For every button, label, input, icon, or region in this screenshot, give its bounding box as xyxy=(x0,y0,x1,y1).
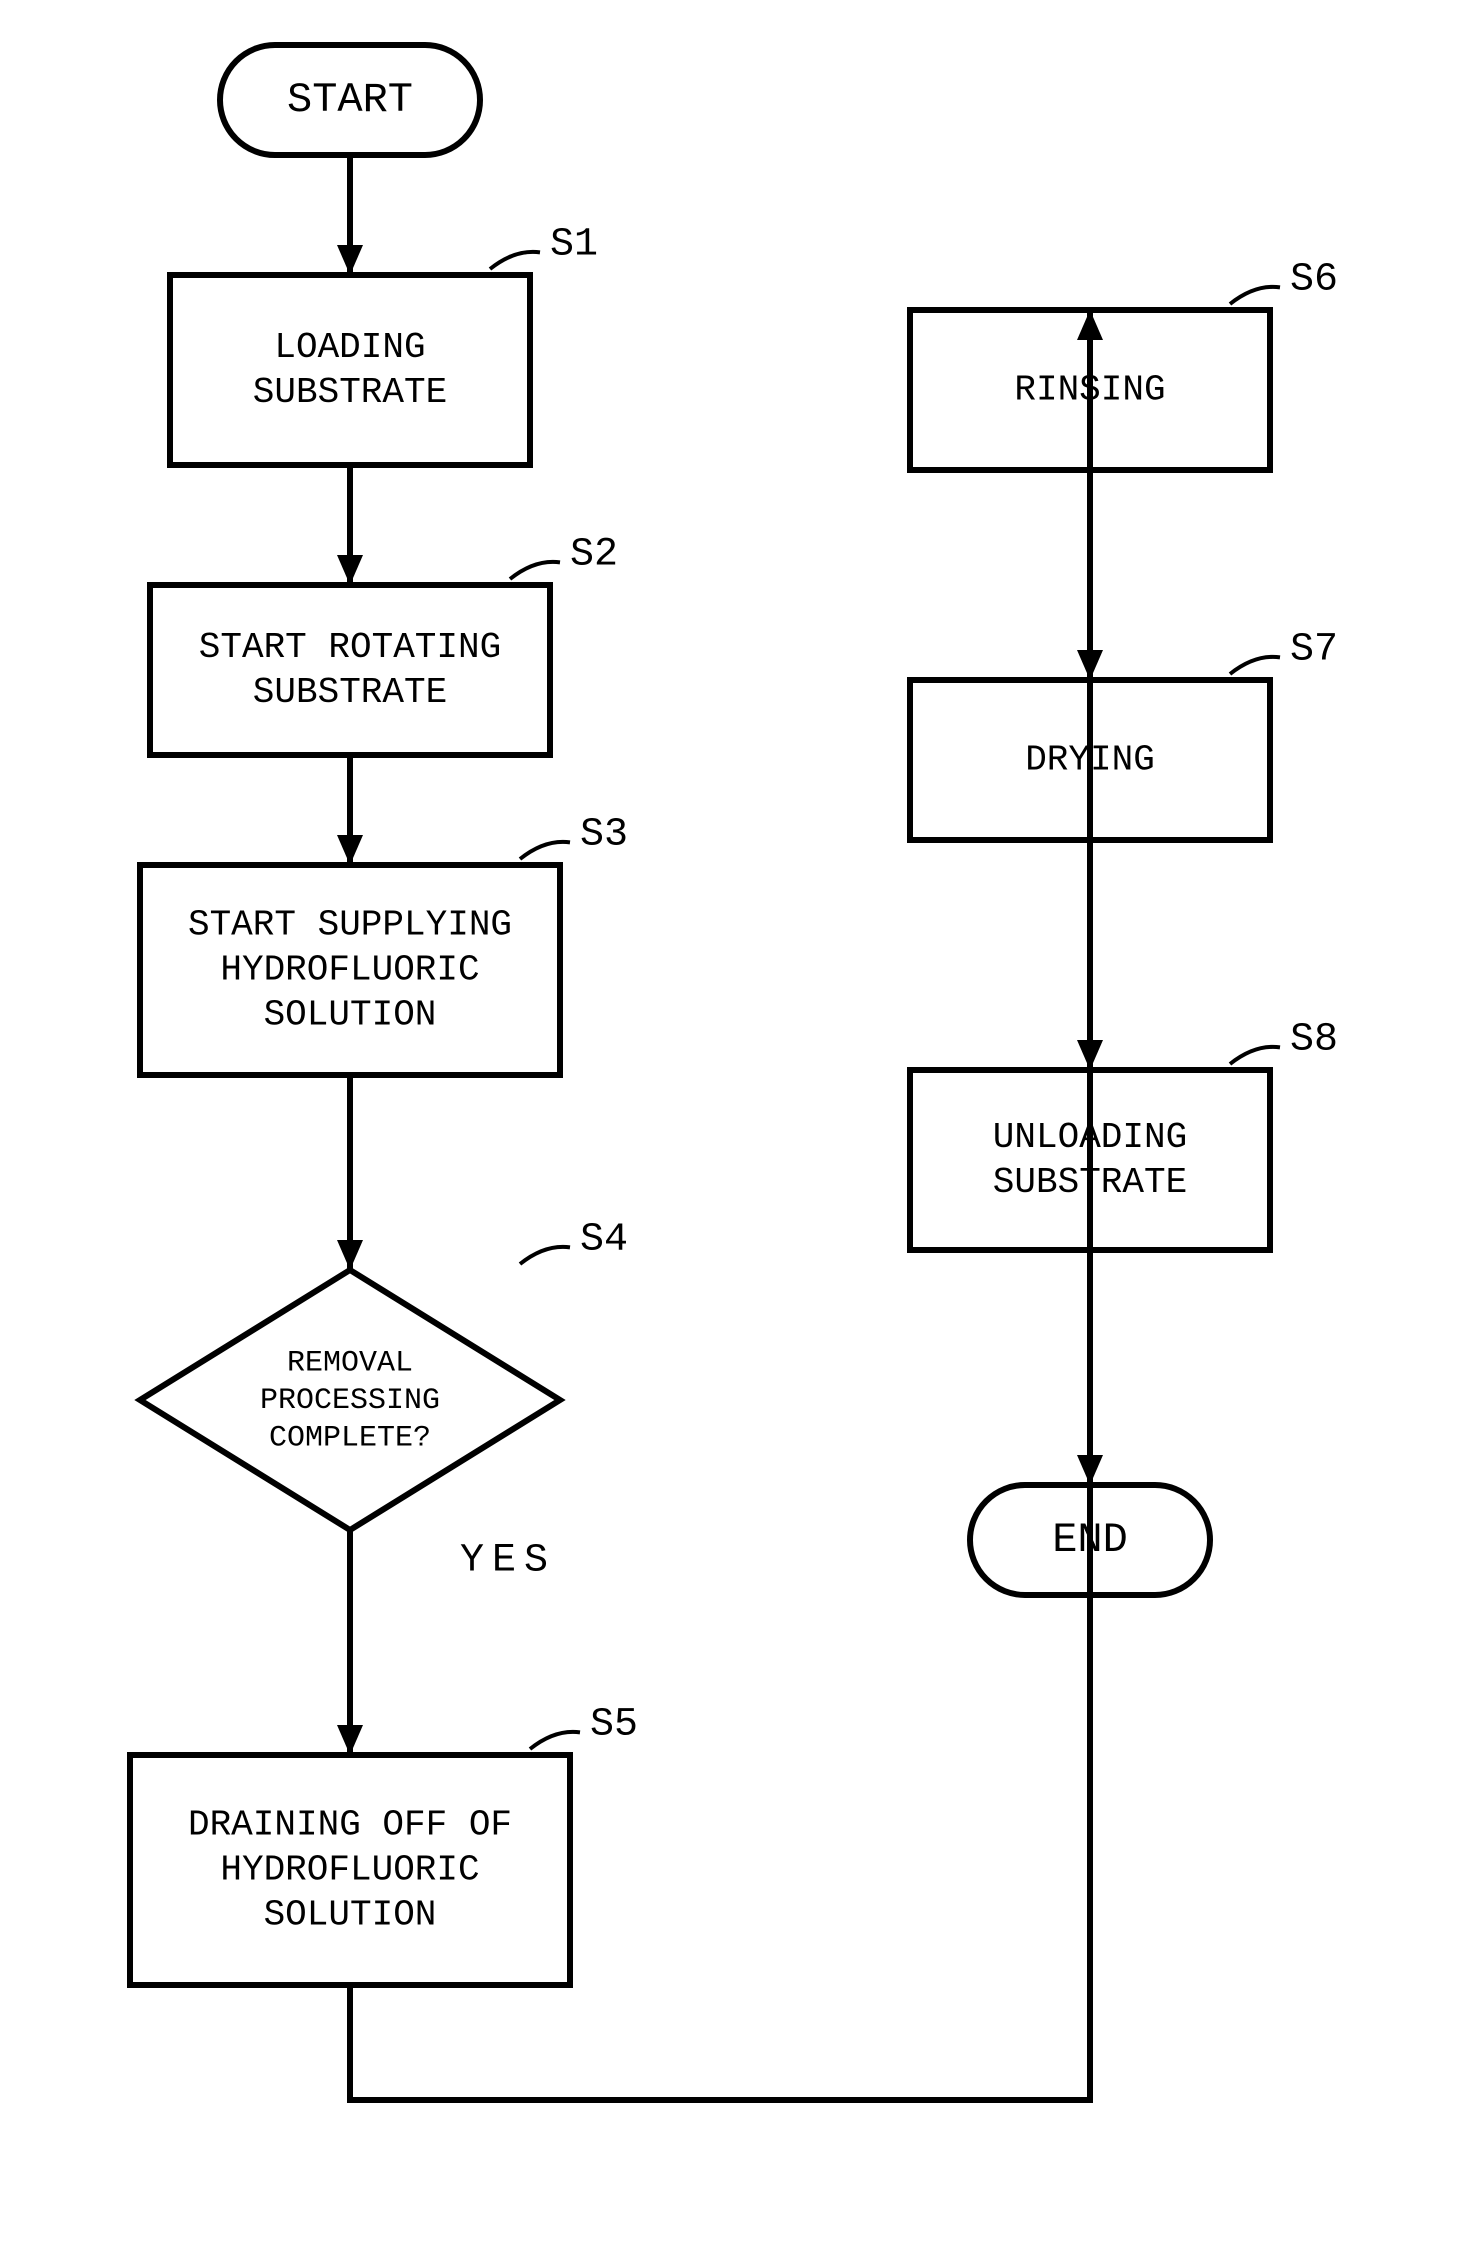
step-label: S7 xyxy=(1290,628,1338,673)
step-label: S3 xyxy=(580,813,628,858)
node-text: START ROTATING xyxy=(199,627,501,668)
step-label: S2 xyxy=(570,533,618,578)
node-text: HYDROFLUORIC xyxy=(220,950,479,991)
node-s1: LOADINGSUBSTRATE S1 xyxy=(170,223,598,465)
node-text: REMOVAL xyxy=(287,1346,413,1380)
step-label: S4 xyxy=(580,1218,628,1263)
node-text: START SUPPLYING xyxy=(188,905,512,946)
step-label: S8 xyxy=(1290,1018,1338,1063)
step-label: S5 xyxy=(590,1703,638,1748)
yes-label: YES xyxy=(460,1539,556,1584)
node-text: START xyxy=(287,76,413,124)
node-text: LOADING xyxy=(274,327,425,368)
node-text: COMPLETE? xyxy=(269,1421,431,1455)
step-label: S6 xyxy=(1290,258,1338,303)
node-text: SUBSTRATE xyxy=(253,672,447,713)
node-s6: RINSINGS6 xyxy=(910,258,1338,470)
node-text: SOLUTION xyxy=(264,995,437,1036)
node-s7: DRYINGS7 xyxy=(910,628,1338,840)
node-s4: REMOVAL PROCESSINGCOMPLETE? S4 xyxy=(140,1218,628,1530)
node-text: SUBSTRATE xyxy=(253,372,447,413)
node-text: SOLUTION xyxy=(264,1895,437,1936)
step-label: S1 xyxy=(550,223,598,268)
node-start: START xyxy=(220,45,480,155)
node-s8: UNLOADINGSUBSTRATES8 xyxy=(910,1018,1338,1250)
node-text: HYDROFLUORIC xyxy=(220,1850,479,1891)
node-text: PROCESSING xyxy=(260,1384,440,1418)
node-text: DRAINING OFF OF xyxy=(188,1805,512,1846)
node-s5: DRAINING OFF OFHYDROFLUORICSOLUTION S5 xyxy=(130,1703,638,1985)
node-s2: START ROTATINGSUBSTRATE S2 xyxy=(150,533,618,755)
node-s3: START SUPPLYINGHYDROFLUORICSOLUTION S3 xyxy=(140,813,628,1075)
